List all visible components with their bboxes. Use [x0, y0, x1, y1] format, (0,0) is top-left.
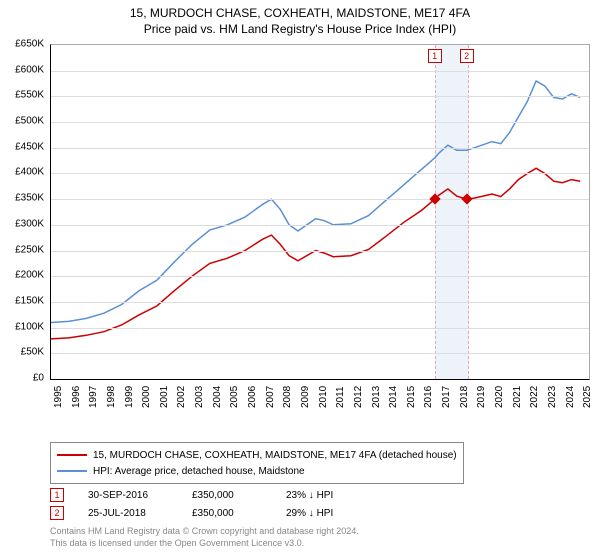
y-axis-label: £400K — [15, 167, 44, 178]
price-marker-label: 1 — [428, 49, 442, 63]
x-axis-label: 2018 — [459, 386, 470, 408]
transaction-price-2: £350,000 — [192, 508, 262, 519]
x-axis-label: 2025 — [582, 386, 593, 408]
legend-row-price: 15, MURDOCH CHASE, COXHEATH, MAIDSTONE, … — [57, 447, 457, 463]
transaction-marker-2: 2 — [50, 506, 64, 520]
x-axis-label: 2021 — [512, 386, 523, 408]
legend: 15, MURDOCH CHASE, COXHEATH, MAIDSTONE, … — [50, 442, 464, 484]
y-axis-label: £600K — [15, 64, 44, 75]
x-axis-label: 2003 — [194, 386, 205, 408]
x-axis-label: 2013 — [371, 386, 382, 408]
legend-swatch-hpi — [57, 470, 87, 472]
title-subtitle: Price paid vs. HM Land Registry's House … — [0, 22, 600, 36]
x-axis-label: 2017 — [441, 386, 452, 408]
title-address: 15, MURDOCH CHASE, COXHEATH, MAIDSTONE, … — [0, 6, 600, 20]
x-axis-label: 2023 — [547, 386, 558, 408]
x-axis-label: 2008 — [282, 386, 293, 408]
x-axis-label: 2012 — [353, 386, 364, 408]
license-line-2: This data is licensed under the Open Gov… — [50, 538, 359, 550]
chart-container: 15, MURDOCH CHASE, COXHEATH, MAIDSTONE, … — [0, 0, 600, 560]
x-axis-label: 2015 — [406, 386, 417, 408]
legend-label-hpi: HPI: Average price, detached house, Maid… — [93, 466, 305, 477]
y-axis-label: £50K — [21, 347, 44, 358]
transaction-marker-1: 1 — [50, 488, 64, 502]
x-axis-label: 1997 — [88, 386, 99, 408]
transaction-date-1: 30-SEP-2016 — [88, 490, 168, 501]
legend-swatch-price — [57, 454, 87, 456]
y-axis-label: £350K — [15, 193, 44, 204]
y-axis-label: £100K — [15, 321, 44, 332]
x-axis-label: 1995 — [53, 386, 64, 408]
y-axis-label: £300K — [15, 218, 44, 229]
x-axis-label: 2002 — [176, 386, 187, 408]
x-axis-label: 2000 — [141, 386, 152, 408]
x-axis-label: 2014 — [388, 386, 399, 408]
series-hpi — [51, 81, 580, 323]
y-axis-label: £200K — [15, 270, 44, 281]
transaction-row-2: 2 25-JUL-2018 £350,000 29% ↓ HPI — [50, 504, 333, 522]
y-axis-label: £250K — [15, 244, 44, 255]
x-axis-label: 1998 — [106, 386, 117, 408]
legend-row-hpi: HPI: Average price, detached house, Maid… — [57, 463, 457, 479]
plot-region: 12 — [50, 44, 590, 380]
license-text: Contains HM Land Registry data © Crown c… — [50, 526, 359, 549]
y-axis-label: £150K — [15, 295, 44, 306]
x-axis-label: 2011 — [335, 386, 346, 408]
transaction-table: 1 30-SEP-2016 £350,000 23% ↓ HPI 2 25-JU… — [50, 486, 333, 522]
x-axis-label: 2010 — [318, 386, 329, 408]
transaction-delta-1: 23% ↓ HPI — [286, 490, 333, 501]
x-axis-label: 2001 — [159, 386, 170, 408]
x-axis-label: 2016 — [423, 386, 434, 408]
y-axis-label: £500K — [15, 116, 44, 127]
y-axis-label: £0 — [33, 373, 44, 384]
transaction-row-1: 1 30-SEP-2016 £350,000 23% ↓ HPI — [50, 486, 333, 504]
title-block: 15, MURDOCH CHASE, COXHEATH, MAIDSTONE, … — [0, 0, 600, 36]
legend-label-price: 15, MURDOCH CHASE, COXHEATH, MAIDSTONE, … — [93, 450, 457, 461]
transaction-price-1: £350,000 — [192, 490, 262, 501]
x-axis-label: 1999 — [124, 386, 135, 408]
x-axis-label: 2004 — [212, 386, 223, 408]
y-axis-label: £550K — [15, 90, 44, 101]
series-price_paid — [51, 168, 580, 339]
x-axis-label: 2020 — [494, 386, 505, 408]
transaction-date-2: 25-JUL-2018 — [88, 508, 168, 519]
chart-area: 12 £0£50K£100K£150K£200K£250K£300K£350K£… — [50, 44, 588, 414]
x-axis-label: 2006 — [247, 386, 258, 408]
x-axis-label: 2009 — [300, 386, 311, 408]
price-marker-label: 2 — [460, 49, 474, 63]
x-axis-label: 2005 — [229, 386, 240, 408]
y-axis-label: £450K — [15, 141, 44, 152]
x-axis-label: 1996 — [71, 386, 82, 408]
y-axis-label: £650K — [15, 39, 44, 50]
line-svg — [51, 45, 589, 379]
x-axis-label: 2019 — [476, 386, 487, 408]
transaction-delta-2: 29% ↓ HPI — [286, 508, 333, 519]
license-line-1: Contains HM Land Registry data © Crown c… — [50, 526, 359, 538]
x-axis-label: 2024 — [565, 386, 576, 408]
x-axis-label: 2007 — [265, 386, 276, 408]
x-axis-label: 2022 — [529, 386, 540, 408]
